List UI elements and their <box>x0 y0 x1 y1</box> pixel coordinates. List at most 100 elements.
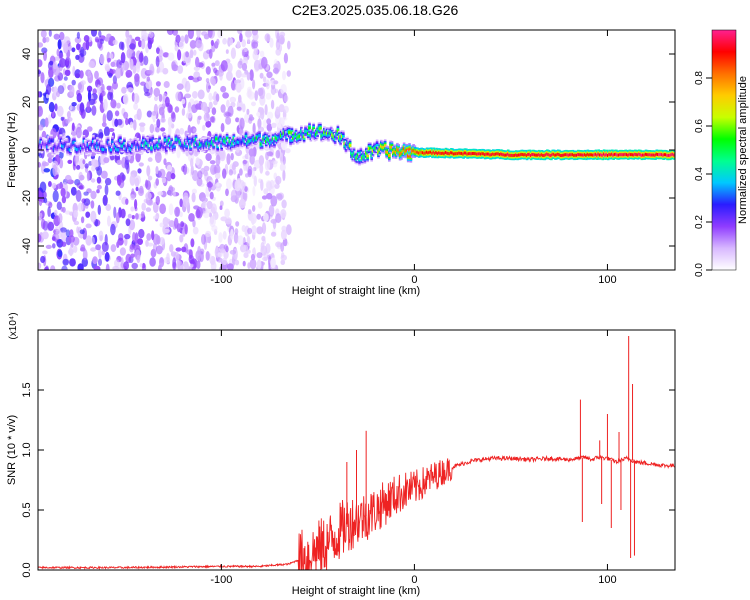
spectrogram-noise-cell <box>100 170 108 179</box>
spectrogram-noise-cell <box>129 174 136 186</box>
spectrogram-ridge-cell <box>148 139 152 143</box>
spectrogram-ridge-cell <box>55 146 59 150</box>
spectrogram-noise-cell <box>225 217 232 227</box>
spectrogram-ridge-cell <box>151 138 155 142</box>
spectrogram-noise-cell <box>248 148 255 157</box>
spectrogram-x-tick-label: 0 <box>411 274 417 286</box>
spectrogram-ridge-cell <box>425 150 429 154</box>
spectrogram-noise-cell <box>174 106 180 113</box>
spectrogram-noise-cell <box>40 218 46 230</box>
spectrogram-noise-cell <box>138 228 145 239</box>
spectrogram-noise-cell <box>162 52 169 58</box>
spectrogram-ridge-cell <box>421 151 425 155</box>
spectrogram-noise-cell <box>251 101 256 107</box>
spectrogram-ridge-cell <box>637 152 641 156</box>
spectrogram-noise-cell <box>251 167 255 180</box>
spectrogram-ridge-cell <box>433 152 437 155</box>
spectrogram-ridge-cell <box>569 153 572 157</box>
spectrogram-noise-cell <box>168 104 173 113</box>
spectrogram-ridge-cell <box>154 145 157 149</box>
spectrogram-ridge-cell <box>319 127 322 131</box>
spectrogram-ridge-cell <box>609 153 613 157</box>
spectrogram-ridge-cell <box>50 139 53 143</box>
spectrogram-noise-cell <box>263 188 269 195</box>
spectrogram-noise-cell <box>282 116 288 121</box>
spectrogram-noise-cell <box>139 263 143 268</box>
spectrogram-noise-cell <box>165 96 170 108</box>
spectrogram-noise-cell <box>180 35 185 43</box>
spectrogram-noise-cell <box>167 116 173 127</box>
colorbar-tick-label: 0.0 <box>694 263 705 277</box>
spectrogram-noise-cell <box>196 177 203 187</box>
spectrogram-ridge-cell <box>450 151 453 155</box>
spectrogram-noise-cell <box>116 159 122 165</box>
spectrogram-ridge-cell <box>308 126 311 130</box>
spectrogram-ridge-cell <box>162 144 165 148</box>
spectrogram-ridge-cell <box>278 135 282 138</box>
spectrogram-noise-cell <box>153 87 161 97</box>
spectrogram-noise-cell <box>271 122 277 128</box>
spectrogram-noise-cell <box>197 170 203 180</box>
spectrogram-noise-cell <box>79 102 85 113</box>
spectrogram-noise-cell <box>222 230 227 240</box>
spectrogram-noise-cell <box>74 154 79 166</box>
spectrogram-noise-cell <box>162 228 170 233</box>
spectrogram-ridge-cell <box>419 151 422 155</box>
spectrogram-noise-cell <box>246 249 251 254</box>
spectrogram-noise-cell <box>61 241 67 247</box>
spectrogram-noise-cell <box>214 172 221 180</box>
spectrogram-noise-cell <box>90 247 97 252</box>
spectrogram-noise-cell <box>129 58 134 70</box>
spectrogram-noise-cell <box>135 61 141 73</box>
spectrogram-noise-cell <box>270 99 275 110</box>
spectrogram-noise-cell <box>91 236 95 245</box>
spectrogram-noise-cell <box>98 30 102 38</box>
spectrogram-noise-cell <box>85 235 92 246</box>
spectrogram-ridge-cell <box>252 137 256 141</box>
spectrogram-ridge-cell <box>93 144 96 148</box>
colorbar: 0.0 0.2 0.4 0.6 0.8 Normalized spectral ampl… <box>694 29 749 277</box>
spectrogram-noise-cell <box>122 93 129 105</box>
spectrogram-ridge-cell <box>546 152 549 156</box>
spectrogram-ridge-cell <box>502 153 506 157</box>
spectrogram-noise-cell <box>107 215 111 227</box>
spectrogram-noise-cell <box>132 65 137 74</box>
spectrogram-noise-cell <box>234 179 241 192</box>
spectrogram-ridge-cell <box>339 138 342 142</box>
spectrogram-noise-cell <box>220 122 225 133</box>
spectrogram-noise-cell <box>110 61 116 67</box>
spectrogram-ridge-cell <box>358 158 361 162</box>
spectrogram-noise-cell <box>90 190 97 200</box>
spectrogram-noise-cell <box>79 184 85 190</box>
spectrogram-noise-cell <box>181 98 186 105</box>
spectrogram-noise-cell <box>48 181 52 187</box>
spectrogram-ridge-cell <box>181 144 184 148</box>
spectrogram-ridge-cell <box>125 148 129 152</box>
spectrogram-ridge-cell <box>529 154 533 157</box>
spectrogram-noise-cell <box>236 41 241 49</box>
spectrogram-noise-cell <box>73 210 79 218</box>
spectrogram-ridge-cell <box>536 153 540 157</box>
spectrogram-noise-cell <box>275 175 282 185</box>
spectrogram-noise-cell <box>139 185 144 194</box>
spectrogram-noise-cell <box>234 228 239 235</box>
spectrogram-noise-cell <box>237 60 243 69</box>
spectrogram-noise-cell <box>252 186 256 197</box>
spectrogram-noise-cell <box>242 159 248 165</box>
spectrogram-ridge-cell <box>539 153 542 157</box>
spectrogram-noise-cell <box>98 95 102 102</box>
spectrogram-noise-cell <box>131 215 135 220</box>
spectrogram-ridge-cell <box>200 143 203 147</box>
spectrogram-noise-cell <box>251 225 257 236</box>
spectrogram-noise-cell <box>98 128 104 141</box>
spectrogram-ridge-cell <box>613 152 617 156</box>
spectrogram-noise-cell <box>253 175 257 187</box>
spectrogram-ridge-cell <box>462 152 465 156</box>
spectrogram-ridge-cell <box>469 152 472 156</box>
spectrogram-noise-cell <box>132 231 136 243</box>
spectrogram-noise-cell <box>218 232 223 243</box>
spectrogram-noise-cell <box>234 79 238 85</box>
spectrogram-noise-cell <box>45 83 52 95</box>
spectrogram-noise-cell <box>162 216 169 227</box>
spectrogram-noise-cell <box>95 166 100 171</box>
